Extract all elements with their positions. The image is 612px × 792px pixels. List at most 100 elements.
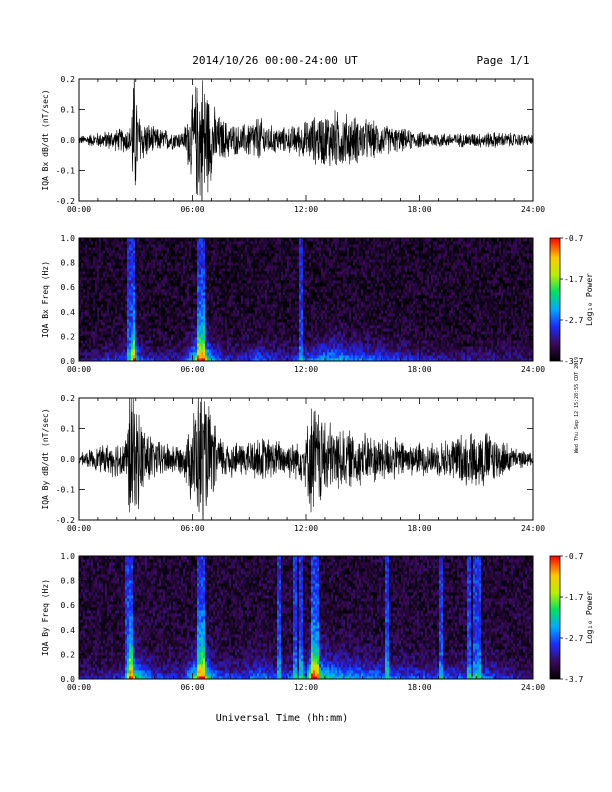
spectrogram-cell <box>133 295 136 299</box>
spectrogram-cell <box>163 331 166 335</box>
spectrogram-cell <box>181 328 184 332</box>
spectrogram-cell <box>83 280 86 284</box>
spectrogram-cell <box>85 253 88 257</box>
spectrogram-cell <box>185 352 188 356</box>
spectrogram-cell <box>105 274 108 278</box>
spectrogram-cell <box>177 355 180 359</box>
spectrogram-cell <box>115 292 118 296</box>
spectrogram-cell <box>109 253 112 257</box>
spectrogram-cell <box>151 343 154 347</box>
spectrogram-cell <box>161 325 164 329</box>
spectrogram-cell <box>113 310 116 314</box>
spectrogram-cell <box>213 274 216 278</box>
spectrogram-cell <box>97 325 100 329</box>
spectrogram-cell <box>125 334 128 338</box>
spectrogram-cell <box>81 328 84 332</box>
spectrogram-cell <box>201 322 204 326</box>
spectrogram-cell <box>209 322 212 326</box>
spectrogram-cell <box>83 331 86 335</box>
spectrogram-cell <box>163 253 166 257</box>
spectrogram-cell <box>177 253 180 257</box>
spectrogram-cell <box>165 316 168 320</box>
spectrogram-cell <box>147 247 150 251</box>
spectrogram-cell <box>201 244 204 248</box>
spectrogram-cell <box>185 322 188 326</box>
spectrogram-cell <box>79 304 82 308</box>
spectrogram-cell <box>209 277 212 281</box>
spectrogram-cell <box>173 346 176 350</box>
spectrogram-cell <box>187 268 190 272</box>
spectrogram-cell <box>79 262 82 266</box>
spectrogram-cell <box>187 343 190 347</box>
spectrogram-cell <box>203 346 206 350</box>
spectrogram-cell <box>127 289 130 293</box>
spectrogram-cell <box>125 325 128 329</box>
spectrogram-cell <box>163 337 166 341</box>
spectrogram-cell <box>177 310 180 314</box>
spectrogram-cell <box>111 322 114 326</box>
spectrogram-cell <box>213 295 216 299</box>
spectrogram-cell <box>185 343 188 347</box>
spectrogram-cell <box>185 253 188 257</box>
spectrogram-cell <box>173 358 176 362</box>
spectrogram-cell <box>175 238 178 242</box>
spectrogram-cell <box>201 340 204 344</box>
spectrogram-cell <box>101 325 104 329</box>
spectrogram-cell <box>177 256 180 260</box>
spectrogram-cell <box>141 253 144 257</box>
spectrogram-cell <box>105 331 108 335</box>
spectrogram-cell <box>207 286 210 290</box>
spectrogram-cell <box>123 343 126 347</box>
spectrogram-cell <box>171 250 174 254</box>
spectrogram-cell <box>103 325 106 329</box>
spectrogram-cell <box>169 355 172 359</box>
spectrogram-cell <box>149 358 152 362</box>
spectrogram-cell <box>157 250 160 254</box>
spectrogram-cell <box>131 313 134 317</box>
spectrogram-cell <box>157 304 160 308</box>
spectrogram-cell <box>117 241 120 245</box>
spectrogram-cell <box>135 358 138 362</box>
spectrogram-cell <box>131 337 134 341</box>
spectrogram-cell <box>197 238 200 242</box>
spectrogram-cell <box>169 331 172 335</box>
spectrogram-cell <box>161 241 164 245</box>
spectrogram-cell <box>147 304 150 308</box>
spectrogram-cell <box>163 334 166 338</box>
spectrogram-cell <box>199 322 202 326</box>
spectrogram-cell <box>149 262 152 266</box>
spectrogram-cell <box>179 301 182 305</box>
spectrogram-cell <box>183 244 186 248</box>
spectrogram-cell <box>81 358 84 362</box>
spectrogram-cell <box>121 358 124 362</box>
spectrogram-cell <box>101 244 104 248</box>
spectrogram-cell <box>167 334 170 338</box>
spectrogram-cell <box>81 301 84 305</box>
spectrogram-cell <box>135 304 138 308</box>
spectrogram-cell <box>175 250 178 254</box>
spectrogram-cell <box>93 295 96 299</box>
spectrogram-cell <box>187 265 190 269</box>
spectrogram-cell <box>175 280 178 284</box>
spectrogram-cell <box>97 274 100 278</box>
spectrogram-cell <box>147 301 150 305</box>
spectrogram-cell <box>143 304 146 308</box>
spectrogram-cell <box>109 268 112 272</box>
spectrogram-cell <box>187 283 190 287</box>
spectrogram-cell <box>213 265 216 269</box>
spectrogram-cell <box>91 349 94 353</box>
spectrogram-cell <box>167 262 170 266</box>
spectrogram-cell <box>99 241 102 245</box>
spectrogram-cell <box>165 274 168 278</box>
spectrogram-cell <box>79 259 82 263</box>
spectrogram-cell <box>161 352 164 356</box>
spectrogram-cell <box>83 307 86 311</box>
spectrogram-cell <box>197 340 200 344</box>
spectrogram-cell <box>155 325 158 329</box>
spectrogram-cell <box>187 355 190 359</box>
spectrogram-cell <box>175 289 178 293</box>
spectrogram-cell <box>195 298 198 302</box>
spectrogram-cell <box>165 247 168 251</box>
spectrogram-cell <box>101 262 104 266</box>
spectrogram-cell <box>93 280 96 284</box>
